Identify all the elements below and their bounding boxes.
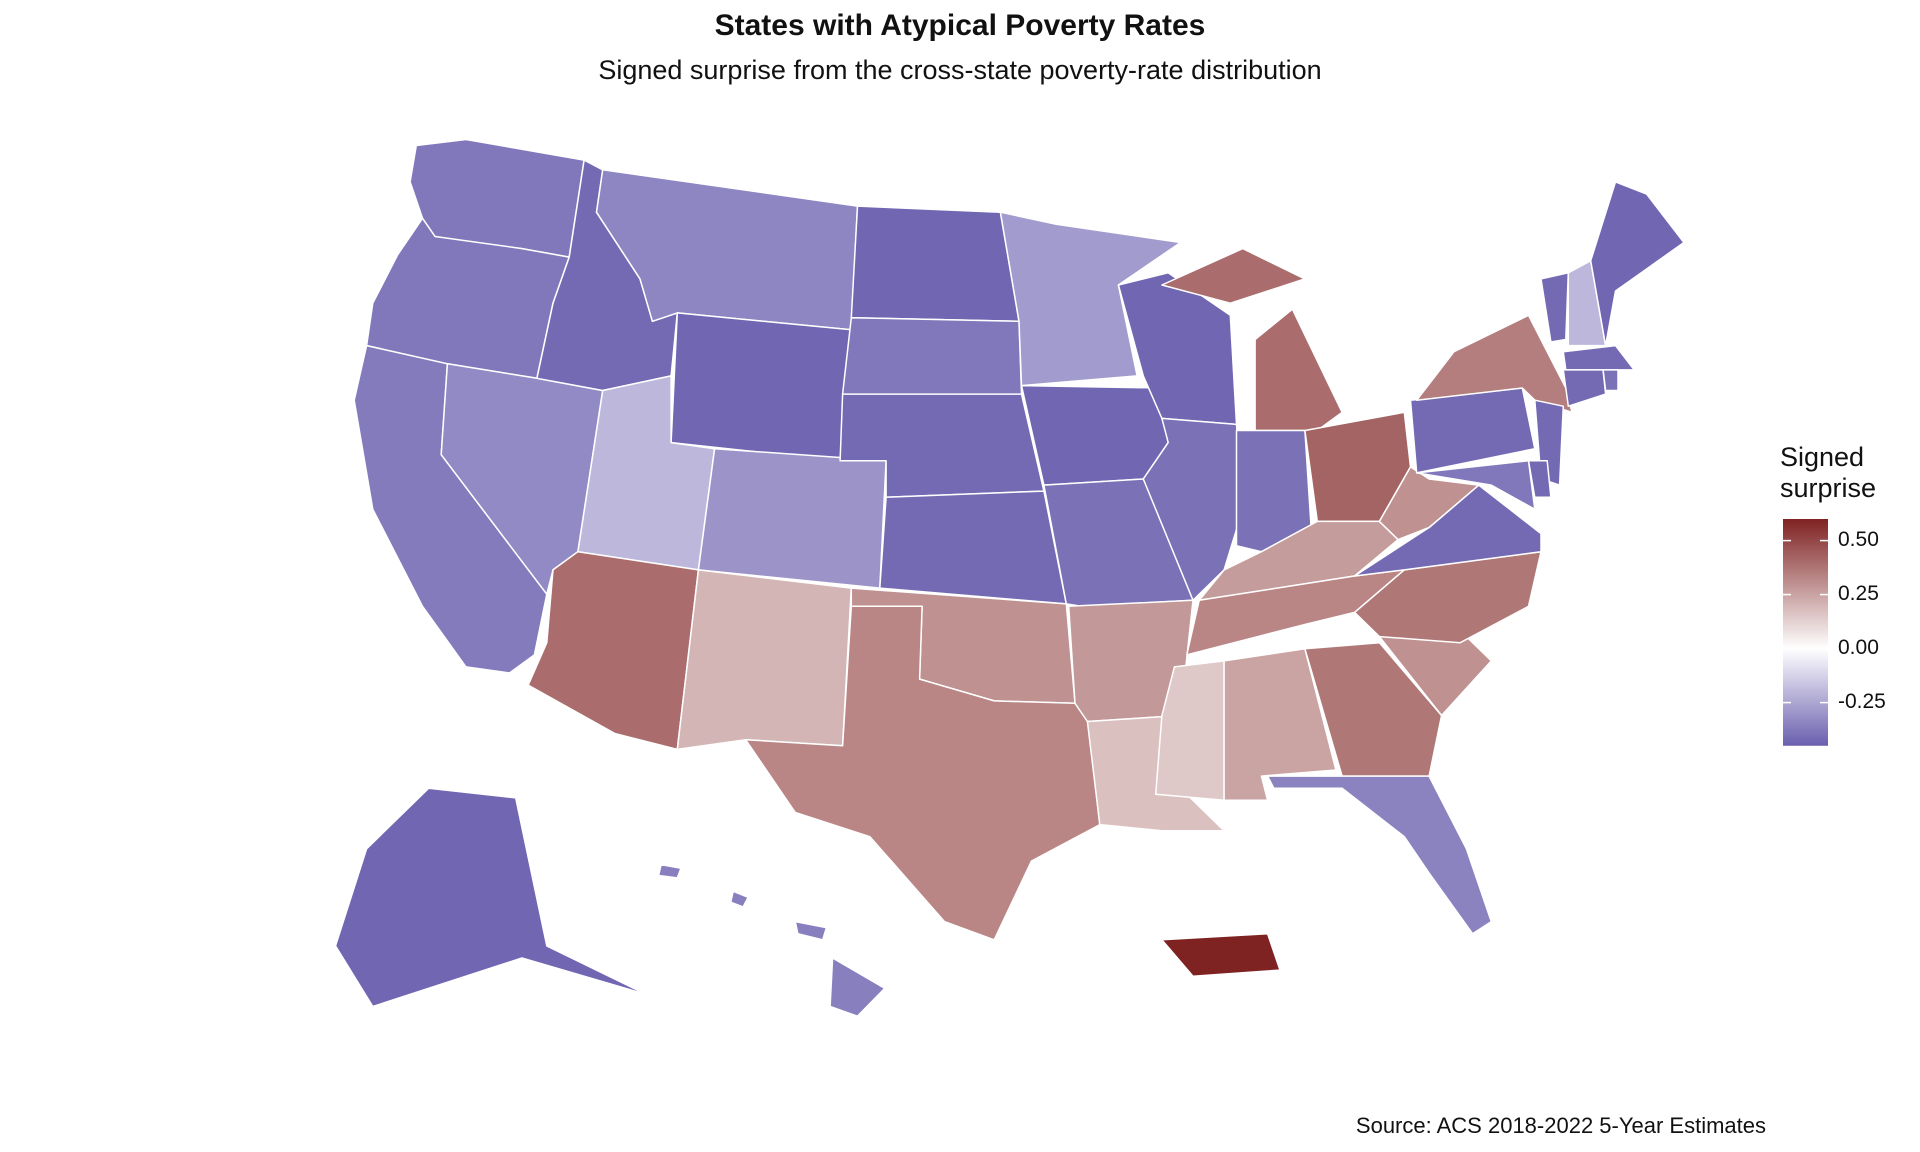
legend-tick-label: 0.50 (1838, 528, 1879, 551)
chart-subtitle: Signed surprise from the cross-state pov… (598, 55, 1321, 85)
state-region (676, 569, 853, 751)
state-region (697, 447, 887, 589)
legend-tick-label: 0.00 (1838, 636, 1879, 659)
legend-tick-label: 0.25 (1838, 582, 1879, 605)
legend-title: Signed surprise (1780, 442, 1877, 503)
state-region (1540, 272, 1570, 343)
state-region (841, 316, 1023, 401)
legend-tick-label: -0.25 (1838, 690, 1886, 713)
state-region (1562, 369, 1607, 407)
state-region (1562, 344, 1635, 371)
state-region (1161, 247, 1343, 432)
state-region (334, 787, 647, 1008)
state-region (1409, 387, 1536, 474)
state-region (1378, 466, 1480, 541)
chart-title: States with Atypical Poverty Rates (715, 9, 1206, 42)
state-region (1020, 384, 1169, 486)
legend-colorbar (1783, 519, 1828, 746)
state-region (1154, 660, 1225, 802)
state-region (1589, 181, 1685, 347)
state-region (1602, 369, 1619, 392)
state-region (1415, 460, 1536, 511)
state-region (527, 550, 700, 751)
state-region (670, 312, 853, 462)
state-region (850, 205, 1020, 323)
state-region (1304, 641, 1443, 777)
state-region (657, 863, 886, 1017)
state-region (879, 490, 1068, 605)
state-region (1161, 932, 1281, 977)
state-region (1527, 460, 1552, 498)
source-note: Source: ACS 2018-2022 5-Year Estimates (1356, 1113, 1766, 1138)
state-region (744, 605, 1101, 941)
state-region (999, 211, 1182, 387)
state-region (1266, 775, 1493, 935)
